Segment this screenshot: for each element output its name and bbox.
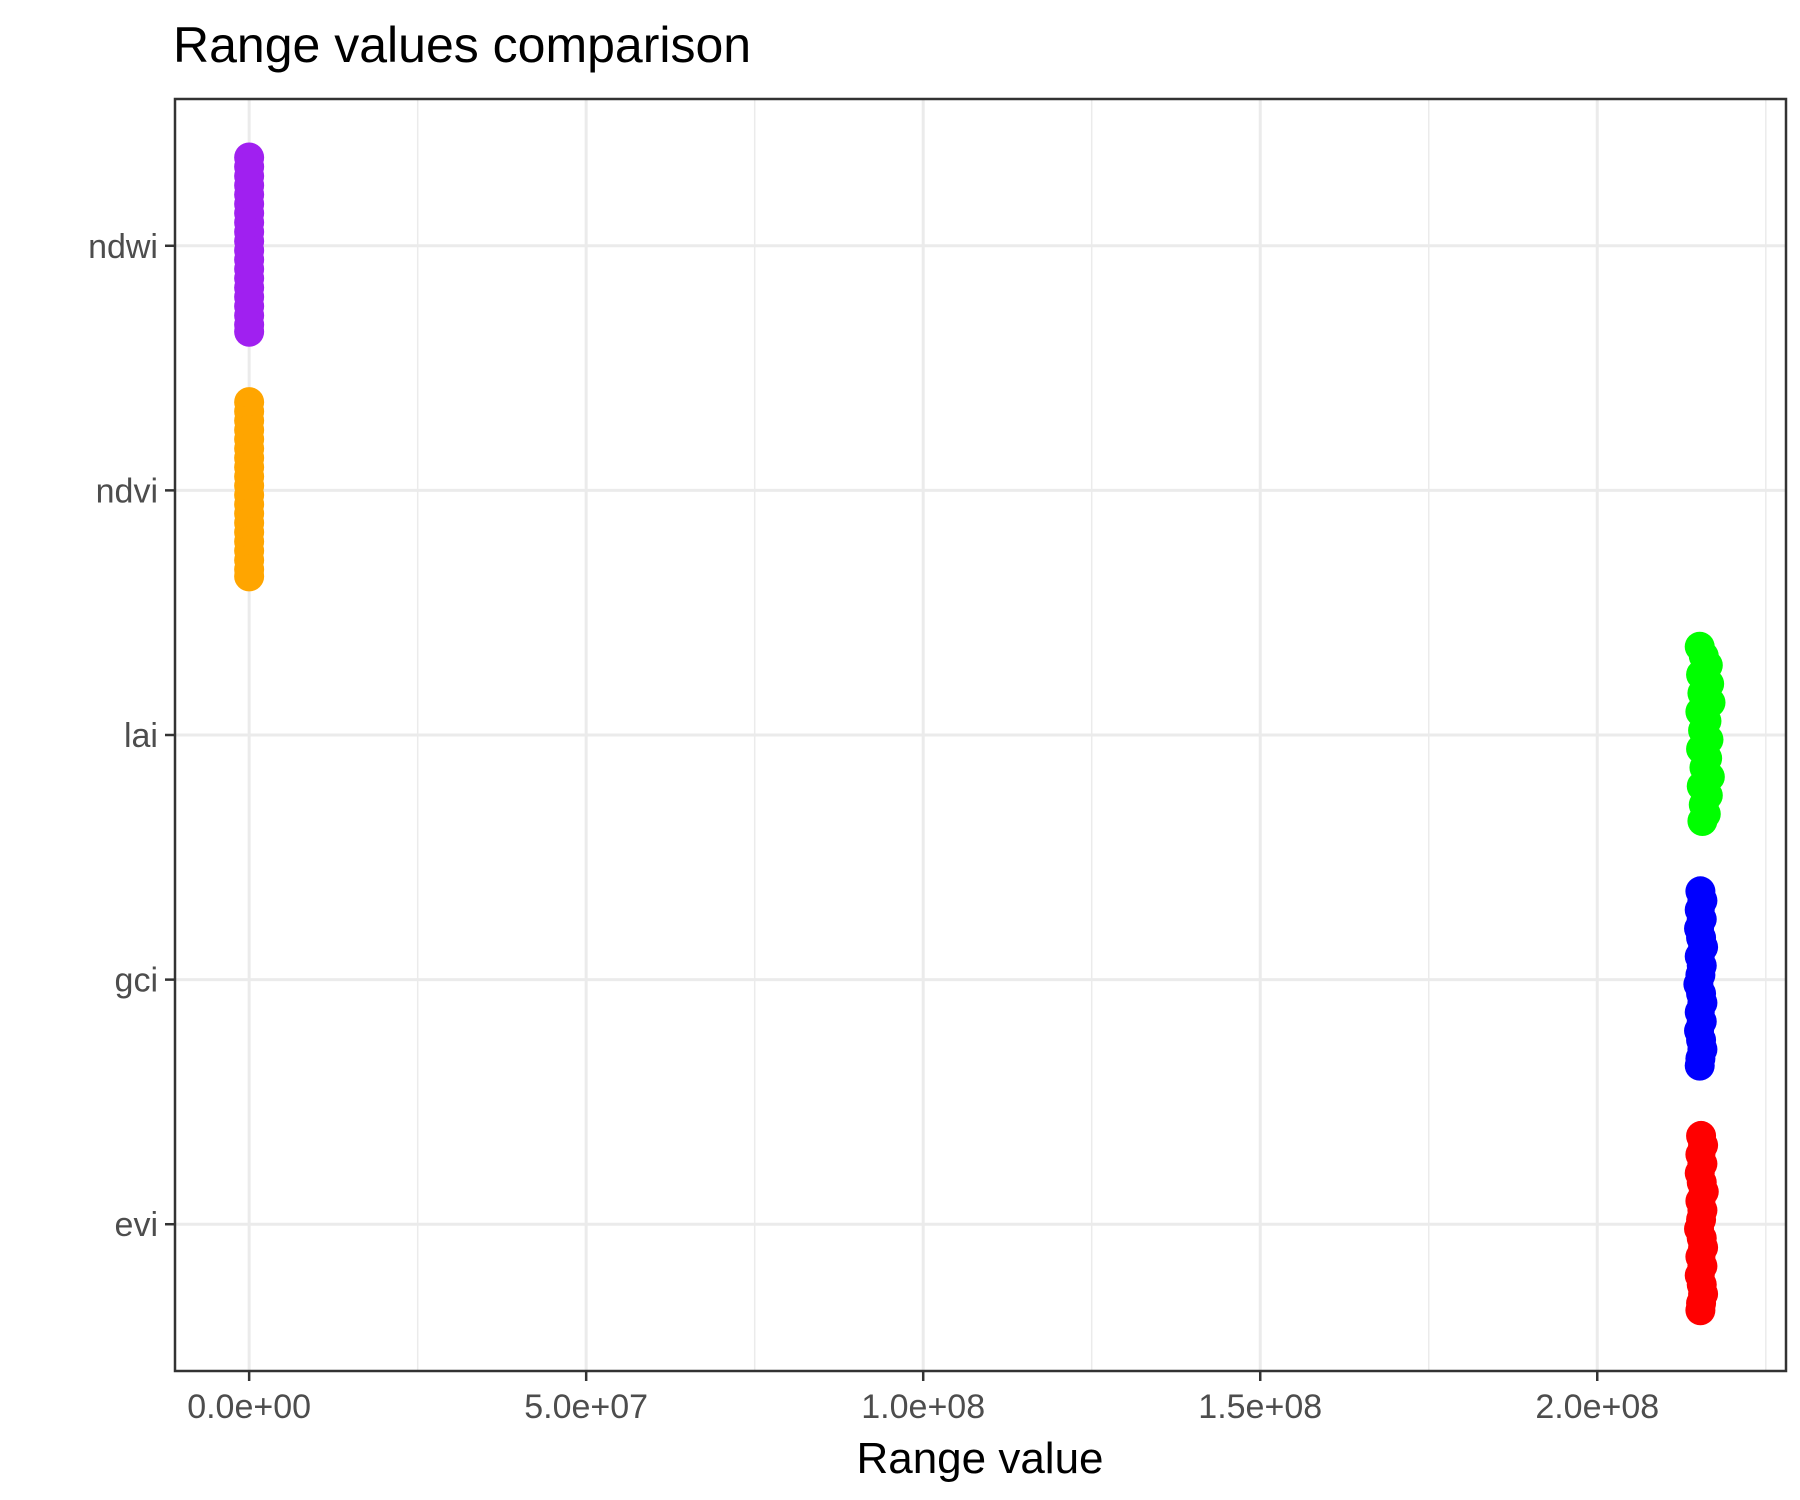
data-points — [234, 142, 1726, 1326]
chart-title: Range values comparison — [173, 17, 751, 73]
y-tick-label: lai — [124, 717, 158, 755]
y-tick-label: ndwi — [88, 228, 158, 266]
x-tick-label: 1.0e+08 — [861, 1388, 985, 1426]
x-tick-label: 1.5e+08 — [1198, 1388, 1322, 1426]
y-axis: evi gci lai ndvi ndwi — [88, 228, 175, 1244]
data-point-ndvi — [234, 561, 265, 592]
x-tick-label: 2.0e+08 — [1535, 1388, 1659, 1426]
x-tick-label: 5.0e+07 — [524, 1388, 648, 1426]
data-point-lai — [1687, 805, 1718, 836]
x-axis: 0.0e+00 5.0e+07 1.0e+08 1.5e+08 2.0e+08 — [187, 1371, 1659, 1426]
y-tick-label: evi — [115, 1206, 158, 1244]
data-point-ndwi — [234, 316, 265, 347]
major-gridlines — [175, 99, 1786, 1371]
x-tick-label: 0.0e+00 — [187, 1388, 311, 1426]
y-tick-label: gci — [115, 962, 158, 1000]
y-tick-label: ndvi — [96, 472, 158, 510]
data-point-evi — [1685, 1295, 1716, 1326]
x-axis-title: Range value — [856, 1434, 1103, 1483]
data-point-gci — [1684, 1050, 1715, 1081]
